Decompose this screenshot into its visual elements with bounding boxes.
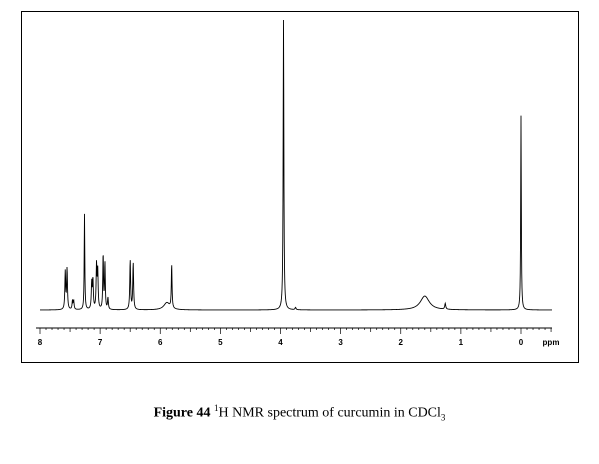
x-tick-label: 8 [38, 338, 43, 347]
x-tick-label: 4 [278, 338, 283, 347]
x-tick-labels: 8 7 6 5 4 3 2 1 0 ppm [38, 338, 560, 347]
x-tick-label: 7 [98, 338, 103, 347]
x-tick-label: 3 [338, 338, 343, 347]
x-tick-label: 2 [399, 338, 404, 347]
figure-label: Figure 44 [153, 405, 211, 421]
caption-subscript: 3 [440, 412, 446, 423]
x-tick-label: 0 [519, 338, 524, 347]
spectrum-line [39, 20, 552, 311]
x-tick-label: 1 [459, 338, 464, 347]
x-tick-label: 6 [158, 338, 163, 347]
x-tick-label: 5 [218, 338, 223, 347]
spectrum-trace-group [39, 20, 552, 311]
figure-caption: Figure 44 1H NMR spectrum of curcumin in… [0, 403, 599, 422]
nmr-spectrum-chart: 8 7 6 5 4 3 2 1 0 ppm [36, 20, 560, 347]
x-axis-label: ppm [543, 338, 560, 347]
nucleus-superscript: 1 [213, 403, 219, 413]
x-axis [36, 327, 552, 334]
caption-text: H NMR spectrum of curcumin in CDCl [218, 405, 441, 421]
chart-frame: 8 7 6 5 4 3 2 1 0 ppm [21, 11, 579, 363]
